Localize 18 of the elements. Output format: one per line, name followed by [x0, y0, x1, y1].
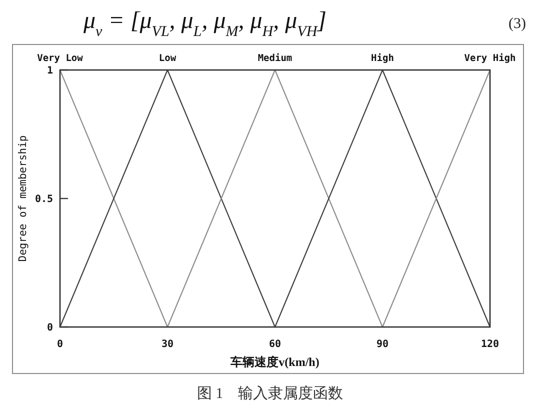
series-label: Medium	[258, 53, 292, 64]
y-tick-label: 0	[46, 322, 53, 334]
y-axis-title: Degree of membership	[17, 135, 29, 262]
x-tick-label: 0	[56, 339, 64, 350]
x-axis-title: 车辆速度v(km/h)	[230, 355, 320, 369]
x-tick-label: 60	[268, 339, 282, 350]
series-label: Very Low	[37, 53, 84, 64]
y-tick-label: 0.5	[34, 194, 53, 205]
caption: 图 1 输入隶属度函数	[196, 385, 344, 402]
x-tick-label: 120	[480, 339, 500, 350]
text: (3)	[508, 16, 526, 32]
text: μ$_{v}$ = [μ$_{VL}$, μ$_{L}$, μ$_{M}$, μ$_{H}$, μ$_{VH}$]	[83, 8, 327, 40]
x-tick-label: 30	[161, 339, 174, 350]
y-tick-label: 1	[46, 66, 53, 76]
series-label: High	[371, 53, 394, 64]
series-label: Very High	[464, 53, 516, 64]
x-tick-label: 90	[376, 339, 389, 350]
series-label: Low	[158, 53, 176, 64]
